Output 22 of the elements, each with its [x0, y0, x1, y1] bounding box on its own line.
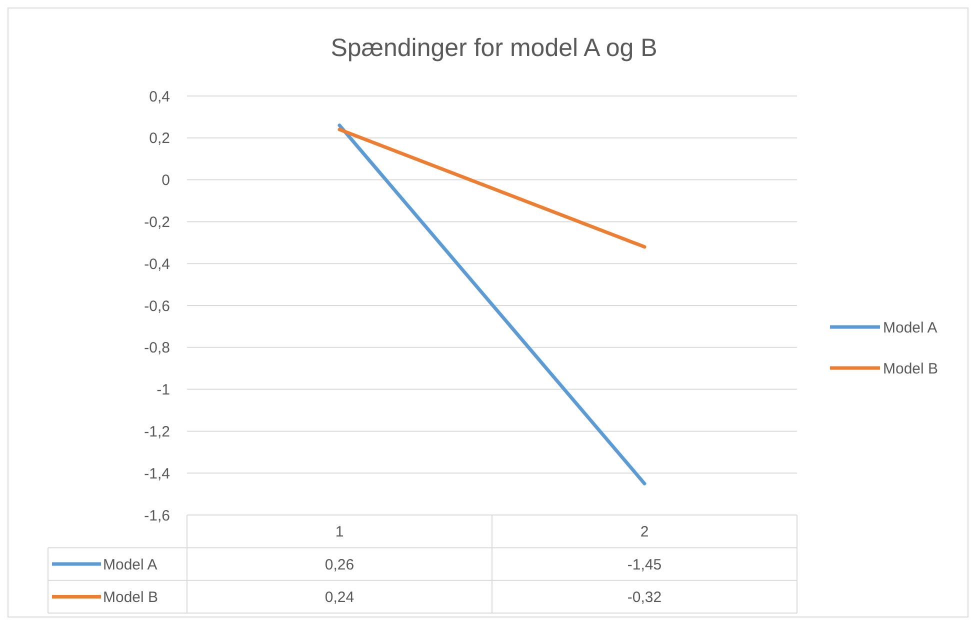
text: Model B [103, 589, 158, 606]
y-tick-label: -0,4 [144, 256, 170, 273]
y-tick-label: -1,6 [144, 507, 170, 524]
y-tick-label: -1,2 [144, 423, 170, 440]
y-tick-label: 0 [162, 172, 170, 190]
y-tick-label: 0,2 [149, 130, 170, 148]
text: Model A [883, 319, 938, 336]
legend-label: Model B [883, 360, 938, 378]
y-tick-label: 0,4 [149, 88, 170, 106]
x-tick-label: 1 [335, 524, 344, 541]
y-tick-label: -1,4 [144, 465, 170, 482]
y-tick-label: -0,2 [144, 214, 170, 231]
data-label: -1,45 [627, 556, 662, 574]
data-label: 0,24 [324, 589, 354, 606]
data-label: -0,32 [627, 589, 662, 606]
x-tick-label: 2 [640, 524, 649, 541]
y-tick-label: -0,6 [144, 298, 170, 315]
chart-title: Spændinger for model A og B [330, 34, 658, 62]
data-label: 0,26 [324, 556, 354, 574]
y-tick-label: -1 [156, 382, 170, 399]
y-tick-label: -0,8 [144, 340, 170, 357]
legend-label: Model A [103, 556, 158, 574]
